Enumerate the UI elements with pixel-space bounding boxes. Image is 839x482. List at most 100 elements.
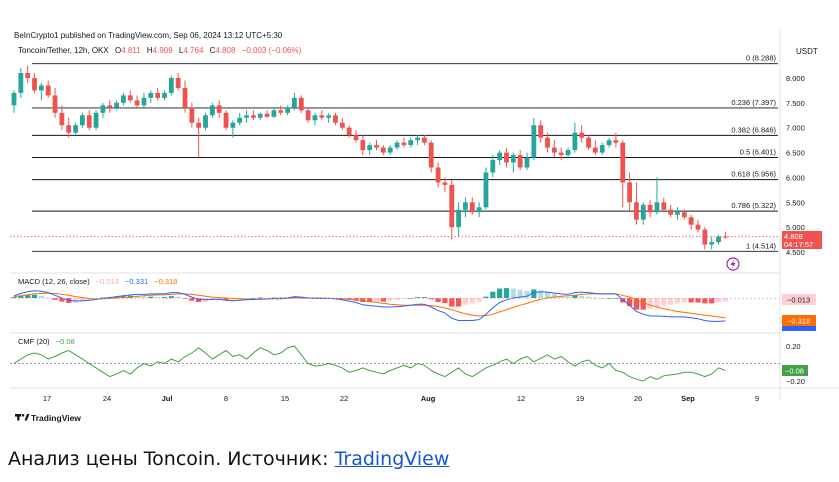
fib-level-label: 0.236 (7.397) [731, 98, 776, 107]
candle-body [634, 202, 639, 220]
candle-body [469, 202, 475, 213]
cmf-tick-label: −0.20 [786, 377, 805, 386]
candle-body [189, 107, 195, 123]
time-tick-label: Aug [421, 394, 436, 403]
fib-level-label: 0.382 (6.846) [731, 125, 776, 134]
candle-body [285, 107, 290, 113]
candlestick-series [11, 65, 728, 250]
candle-body [483, 172, 489, 208]
candle-body [593, 147, 598, 153]
candle-body [312, 115, 318, 121]
macd-signal-badge-value: −0.318 [787, 317, 810, 326]
macd-histogram-bar [661, 298, 667, 306]
candle-body [709, 242, 715, 245]
macd-histogram-bar [72, 298, 79, 303]
caption-text: Анализ цены Toncoin. Источник: [8, 448, 335, 470]
candle-body [401, 142, 407, 146]
candle-body [442, 182, 448, 185]
fibonacci-retracement[interactable]: 0 (8.288) 0.236 (7.397) 0.382 (6.846) 0.5 (… [32, 54, 778, 252]
cmf-value-badge [782, 365, 808, 376]
macd-histogram-bar [585, 296, 592, 298]
candle-body [292, 97, 297, 108]
candle-body [66, 125, 72, 133]
tradingview-chart[interactable]: BeInCrypto1 published on TradingView.com… [0, 0, 839, 430]
price-tick-label: 7.500 [786, 99, 805, 108]
macd-histogram-bar [544, 292, 551, 298]
candle-body [32, 78, 37, 91]
macd-histogram-bar [476, 298, 482, 302]
candle-body [606, 140, 612, 146]
macd-histogram-bar [462, 298, 469, 305]
cmf-line [13, 345, 726, 382]
price-tick-label: 6.000 [786, 173, 805, 182]
candle-body [558, 152, 564, 156]
candle-body [360, 140, 366, 151]
candle-body [86, 115, 92, 128]
candle-body [264, 113, 270, 117]
candle-body [251, 115, 256, 118]
candle-body [456, 209, 461, 228]
candle-body [394, 142, 400, 148]
price-tick-label: 6.500 [786, 149, 805, 158]
caption-link[interactable]: TradingView [334, 448, 450, 470]
macd-histogram-bar [695, 298, 701, 303]
macd-histogram-bar [79, 298, 85, 302]
candle-body [380, 147, 386, 153]
candle-body [627, 182, 632, 203]
candle-body [545, 137, 550, 148]
time-axis: 17 24 Jul 8 15 22 Aug 12 19 26 Sep 9 [43, 394, 759, 403]
macd-histogram-bar [606, 298, 612, 299]
candle-body [93, 112, 99, 128]
macd-histogram-bar [722, 298, 728, 302]
candle-body [203, 115, 208, 128]
cmf-pane: 0.20 −0.20−0.08 [10, 342, 808, 386]
macd-histogram-bar [148, 296, 154, 298]
fib-level-label: 0.618 (5.956) [731, 170, 776, 179]
candle-body [257, 113, 263, 118]
candle-body [182, 87, 188, 108]
symbol-label: Toncoin/Tether, 12h, OKX [18, 46, 109, 55]
candle-body [305, 110, 311, 121]
candle-body [298, 97, 304, 111]
macd-histogram-bar [134, 296, 140, 298]
macd-histogram-bar [674, 298, 681, 304]
macd-histogram-bar [633, 298, 640, 310]
macd-histogram-badge-value: −0.013 [787, 296, 810, 305]
lightning-event-icon[interactable] [726, 257, 740, 271]
candle-body [647, 204, 653, 213]
candle-body [517, 155, 523, 168]
tradingview-logo[interactable]: TradingView [15, 413, 81, 423]
candle-body [422, 137, 427, 143]
macd-histogram-bar [394, 298, 400, 300]
candle-body [695, 224, 701, 230]
macd-histogram-bar [469, 298, 475, 304]
candle-body [319, 115, 325, 118]
macd-legend: MACD (12, 26, close) −0.013 −0.331 −0.31… [18, 277, 177, 286]
macd-line-badge [782, 326, 816, 331]
price-tick-label: 5.500 [786, 198, 805, 207]
candle-body [374, 145, 379, 148]
tradingview-logo-icon [15, 414, 30, 421]
macd-histogram-bar [681, 298, 687, 303]
candle-body [538, 125, 544, 138]
candle-body [579, 132, 585, 138]
candle-body [490, 160, 496, 173]
price-badge-bg [782, 231, 822, 249]
macd-histogram-bar [45, 297, 51, 299]
macd-histogram-bar [367, 298, 373, 303]
time-tick-label: 26 [634, 394, 642, 403]
candle-body [716, 236, 721, 243]
price-badge: 4.808 04:17:57 [782, 231, 822, 249]
macd-histogram-bar [52, 298, 58, 300]
candle-body [59, 112, 65, 126]
candle-body [25, 73, 31, 78]
candle-body [463, 202, 468, 210]
time-tick-label: 19 [576, 394, 584, 403]
close-label: C [210, 46, 216, 55]
cmf-tick-label: 0.20 [786, 342, 801, 351]
open-label: O [115, 46, 121, 55]
candle-body [80, 115, 85, 126]
candle-body [148, 92, 154, 98]
macd-signal-badge [782, 315, 816, 326]
candle-body [52, 95, 58, 113]
